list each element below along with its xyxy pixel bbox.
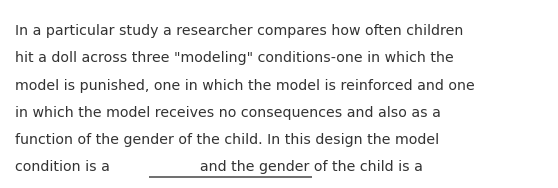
Text: function of the gender of the child. In this design the model: function of the gender of the child. In … xyxy=(15,133,439,147)
Text: in which the model receives no consequences and also as a: in which the model receives no consequen… xyxy=(15,106,441,120)
Text: model is punished, one in which the model is reinforced and one: model is punished, one in which the mode… xyxy=(15,79,475,92)
Text: hit a doll across three "modeling" conditions-one in which the: hit a doll across three "modeling" condi… xyxy=(15,51,454,65)
Text: condition is a                    and the gender of the child is a: condition is a and the gender of the chi… xyxy=(15,160,423,174)
Text: In a particular study a researcher compares how often children: In a particular study a researcher compa… xyxy=(15,24,463,38)
